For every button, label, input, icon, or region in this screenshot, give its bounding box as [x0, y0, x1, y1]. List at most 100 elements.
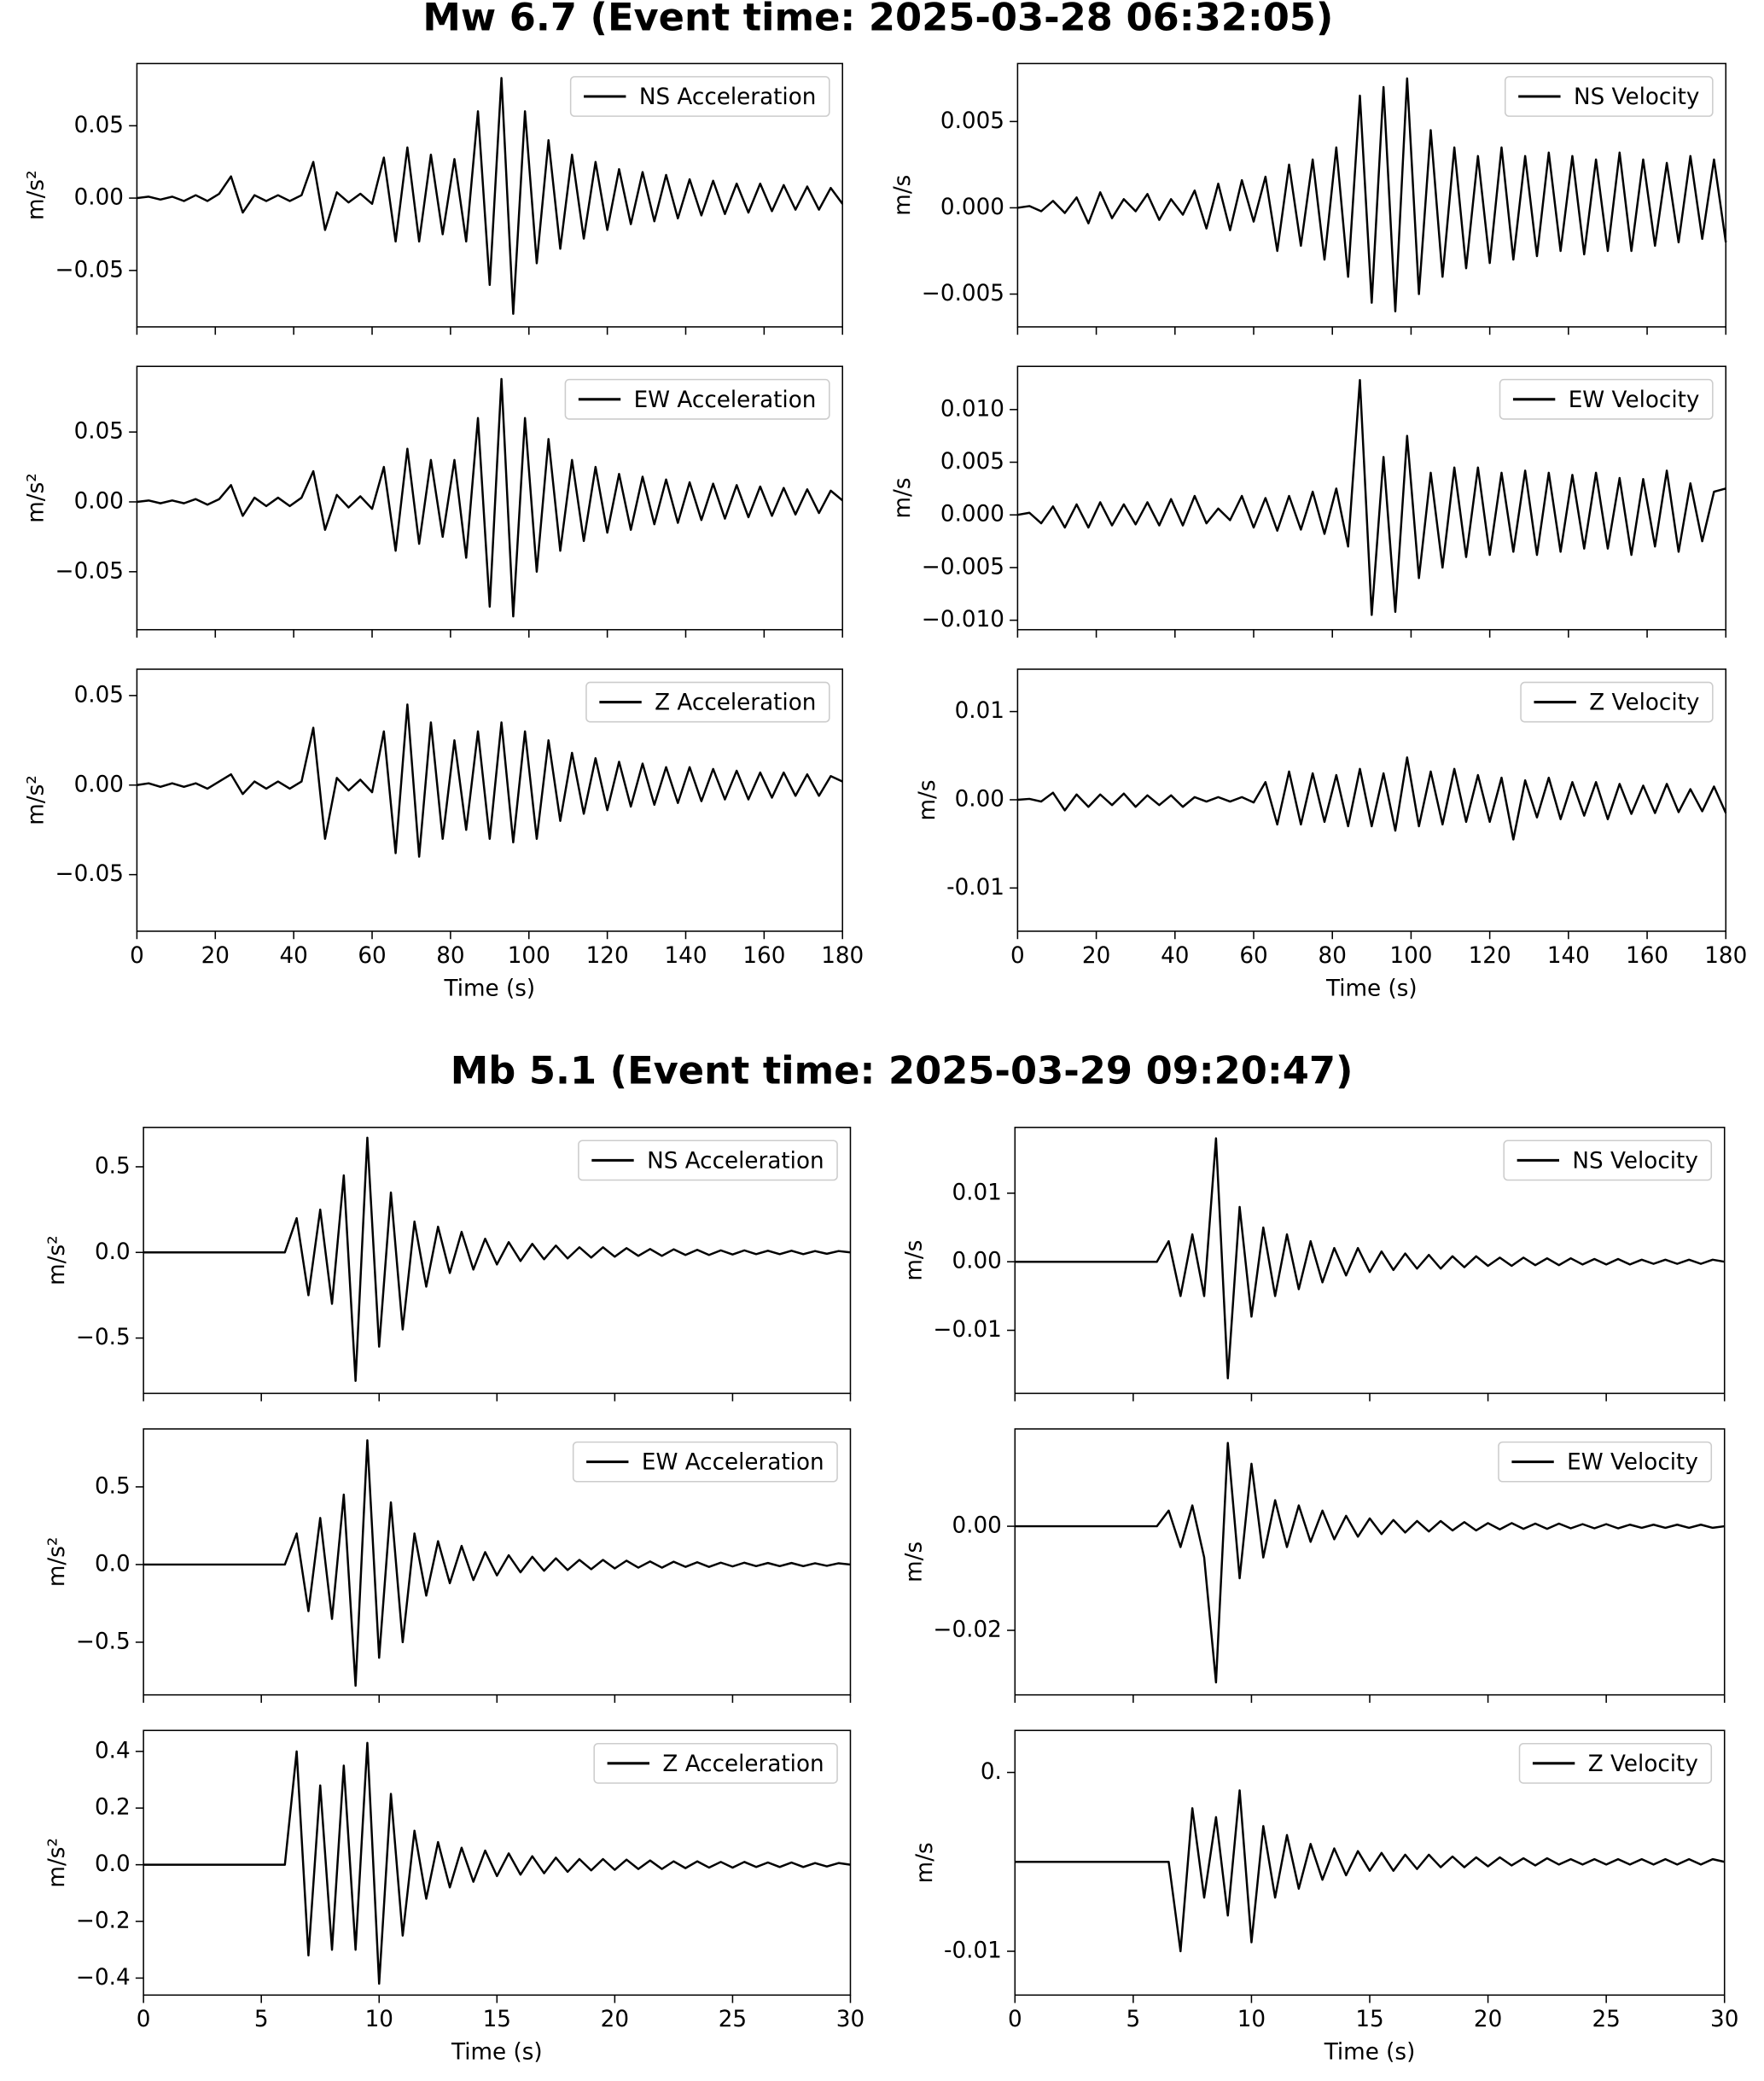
- y-tick-label: 0.000: [940, 502, 1004, 528]
- axes-frame: [1014, 1729, 1726, 1996]
- trace: [143, 1136, 851, 1382]
- event-title: Mw 6.7 (Event time: 2025-03-28 06:32:05): [422, 0, 1333, 40]
- y-axis-label: m/s: [890, 175, 916, 216]
- y-tick-label: 0.4: [95, 1738, 131, 1763]
- x-tick-label: 25: [719, 2007, 747, 2032]
- x-tick-label: 120: [586, 943, 629, 969]
- x-tick-label: 25: [1592, 2007, 1620, 2032]
- y-tick-label: −0.02: [934, 1618, 1002, 1643]
- x-tick-label: 160: [742, 943, 785, 969]
- axes-frame: [143, 1127, 852, 1395]
- x-tick-label: 180: [821, 943, 864, 969]
- y-tick-label: −0.4: [76, 1965, 131, 1991]
- trace: [1015, 1137, 1725, 1379]
- trace: [1017, 77, 1727, 312]
- y-axis-label: m/s: [912, 1842, 938, 1883]
- y-tick-label: 0.01: [955, 698, 1004, 724]
- legend-box: [585, 681, 830, 723]
- x-axis-label: Time (s): [444, 976, 536, 1001]
- x-tick-label: 160: [1626, 943, 1668, 969]
- y-tick-label: 0.010: [940, 396, 1004, 422]
- y-axis-label: m/s: [901, 1542, 927, 1583]
- legend-label: EW Acceleration: [634, 388, 817, 413]
- event-title: Mb 5.1 (Event time: 2025-03-29 09:20:47): [451, 1048, 1354, 1093]
- x-tick-label: 30: [1710, 2007, 1738, 2032]
- x-tick-label: 20: [201, 943, 230, 969]
- legend-box: [1504, 76, 1714, 117]
- legend-label: NS Acceleration: [639, 85, 817, 110]
- y-tick-label: 0.5: [95, 1153, 131, 1179]
- axes-frame: [136, 365, 843, 631]
- y-axis-label: m/s: [901, 1240, 927, 1281]
- y-tick-label: -0.01: [946, 875, 1004, 901]
- y-tick-label: −0.05: [55, 861, 124, 887]
- x-tick-label: 140: [664, 943, 707, 969]
- x-tick-label: 60: [358, 943, 386, 969]
- y-tick-label: 0.0: [95, 1239, 131, 1265]
- legend: EW Acceleration: [564, 378, 830, 420]
- legend: NS Velocity: [1503, 1140, 1713, 1181]
- y-tick-label: 0.05: [74, 419, 124, 445]
- legend-box: [564, 378, 830, 420]
- y-tick-label: 0.: [981, 1759, 1002, 1785]
- x-tick-label: 15: [1355, 2007, 1383, 2032]
- trace: [137, 377, 844, 618]
- y-tick-label: −0.2: [76, 1909, 131, 1934]
- x-axis-label: Time (s): [1324, 2040, 1416, 2066]
- axes-frame: [1014, 1127, 1726, 1395]
- x-tick-label: 10: [365, 2007, 393, 2032]
- y-tick-label: -0.01: [944, 1938, 1002, 1964]
- x-tick-label: 40: [1161, 943, 1189, 969]
- legend-box: [1499, 378, 1714, 420]
- legend-label: EW Velocity: [1567, 1450, 1698, 1476]
- y-tick-label: 0.5: [95, 1473, 131, 1499]
- axes-frame: [1016, 62, 1727, 328]
- x-tick-label: 20: [1082, 943, 1110, 969]
- y-axis-label: m/s²: [44, 1235, 70, 1285]
- legend-label: EW Acceleration: [642, 1450, 824, 1476]
- trace: [143, 1741, 851, 1985]
- y-tick-label: 0.05: [74, 113, 124, 138]
- y-axis-label: m/s: [915, 779, 940, 820]
- legend-box: [572, 1441, 838, 1483]
- x-tick-label: 0: [1008, 2007, 1022, 2032]
- x-tick-label: 140: [1547, 943, 1590, 969]
- x-tick-label: 60: [1239, 943, 1267, 969]
- x-tick-label: 80: [436, 943, 464, 969]
- axes-frame: [1016, 668, 1727, 932]
- trace: [1015, 1442, 1725, 1684]
- axes-frame: [143, 1729, 852, 1996]
- axes-frame: [1016, 365, 1727, 631]
- legend-label: NS Acceleration: [647, 1148, 824, 1174]
- y-tick-label: 0.2: [95, 1795, 131, 1821]
- legend: EW Velocity: [1499, 378, 1714, 420]
- legend: Z Acceleration: [593, 1742, 838, 1784]
- y-tick-label: −0.010: [922, 607, 1004, 632]
- y-tick-label: −0.5: [76, 1325, 131, 1350]
- x-tick-label: 20: [1474, 2007, 1502, 2032]
- y-tick-label: 0.005: [940, 449, 1004, 475]
- legend: NS Acceleration: [578, 1140, 838, 1181]
- x-tick-label: 20: [601, 2007, 629, 2032]
- legend: Z Velocity: [1518, 1742, 1713, 1784]
- legend-box: [1518, 1742, 1713, 1784]
- y-axis-label: m/s²: [24, 170, 49, 220]
- y-axis-label: m/s²: [24, 473, 49, 523]
- y-tick-label: 0.000: [940, 195, 1004, 220]
- y-axis-label: m/s²: [24, 775, 49, 825]
- x-tick-label: 5: [254, 2007, 269, 2032]
- legend-box: [1498, 1441, 1713, 1483]
- y-axis-label: m/s: [890, 477, 916, 518]
- x-axis-label: Time (s): [451, 2040, 543, 2066]
- x-tick-label: 10: [1237, 2007, 1266, 2032]
- legend-label: Z Acceleration: [655, 691, 816, 716]
- y-tick-label: 0.00: [952, 1249, 1001, 1274]
- legend: EW Velocity: [1498, 1441, 1713, 1483]
- axes-frame: [136, 62, 843, 328]
- x-tick-label: 5: [1127, 2007, 1141, 2032]
- legend-label: Z Velocity: [1588, 1752, 1698, 1777]
- y-axis-label: m/s²: [44, 1537, 70, 1588]
- axes-frame: [143, 1428, 852, 1696]
- trace: [137, 77, 844, 315]
